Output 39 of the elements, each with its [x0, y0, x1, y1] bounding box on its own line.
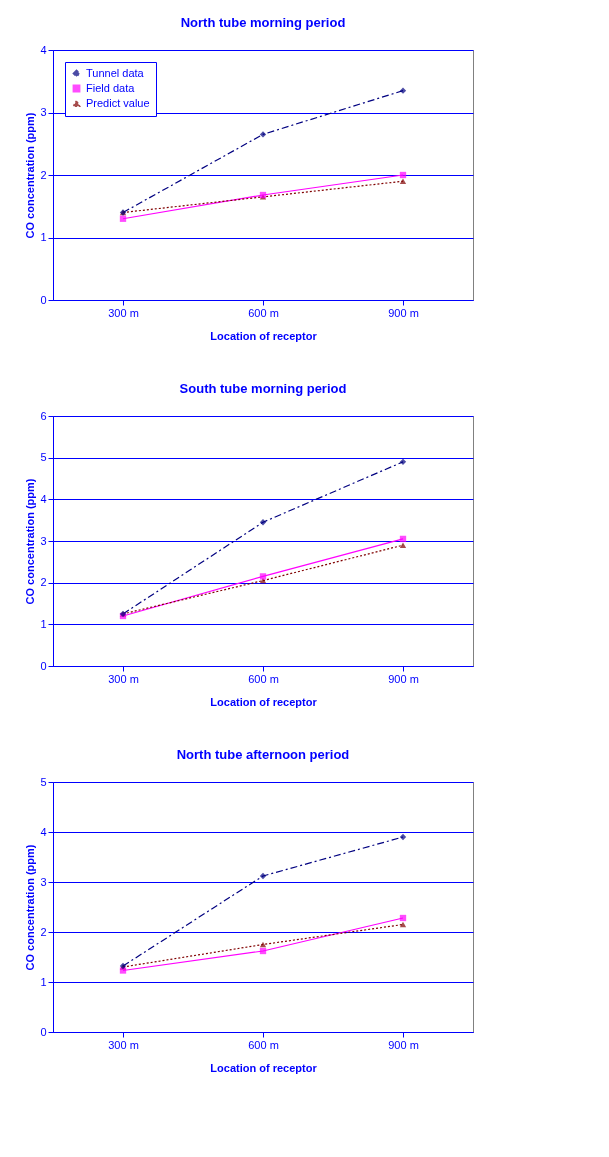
- legend-label: Predict value: [86, 96, 150, 109]
- chart-title: North tube afternoon period: [176, 747, 350, 762]
- x-tick-label: 900 m: [388, 306, 419, 319]
- y-axis-title: CO concentration (ppm): [24, 844, 37, 971]
- y-tick-label: 4: [40, 492, 47, 505]
- y-tick-label: 3: [40, 875, 47, 888]
- y-tick-label: 0: [40, 293, 47, 306]
- legend-label: Field data: [86, 81, 136, 94]
- x-tick-label: 600 m: [248, 672, 279, 685]
- legend-label: Tunnel data: [86, 66, 145, 79]
- y-tick-label: 4: [40, 825, 47, 838]
- x-tick-label: 900 m: [388, 1038, 419, 1051]
- y-tick-label: 3: [40, 534, 47, 547]
- y-tick-label: 2: [40, 576, 47, 589]
- x-tick-label: 600 m: [248, 1038, 279, 1051]
- chart-title: South tube morning period: [179, 381, 347, 396]
- y-tick-label: 0: [40, 659, 47, 672]
- x-tick-label: 300 m: [108, 1038, 139, 1051]
- y-tick-label: 4: [40, 43, 47, 56]
- chart-title: North tube morning period: [180, 15, 346, 30]
- y-tick-label: 0: [40, 1025, 47, 1038]
- x-tick-label: 900 m: [388, 672, 419, 685]
- y-tick-label: 5: [40, 775, 47, 788]
- x-tick-label: 600 m: [248, 306, 279, 319]
- y-tick-label: 2: [40, 168, 47, 181]
- y-tick-label: 1: [40, 617, 47, 630]
- y-tick-label: 1: [40, 231, 47, 243]
- x-tick-label: 300 m: [108, 672, 139, 685]
- y-tick-label: 2: [40, 925, 47, 938]
- x-axis-title: Location of receptor: [210, 1061, 318, 1074]
- y-tick-label: 5: [40, 451, 47, 464]
- y-tick-label: 1: [40, 975, 47, 988]
- y-tick-label: 3: [40, 106, 47, 118]
- x-axis-title: Location of receptor: [210, 695, 318, 708]
- y-axis-title: CO concentration (ppm): [24, 478, 37, 605]
- y-axis-title: CO concentration (ppm): [24, 112, 37, 239]
- x-axis-title: Location of receptor: [210, 329, 318, 342]
- y-tick-label: 6: [40, 409, 47, 422]
- x-tick-label: 300 m: [108, 306, 139, 319]
